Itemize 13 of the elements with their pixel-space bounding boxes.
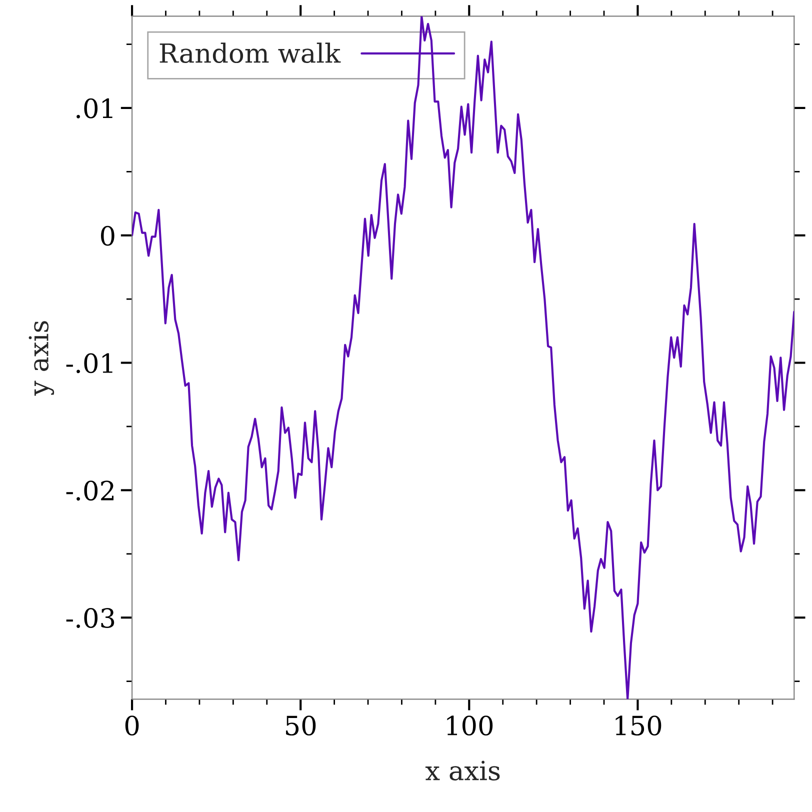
line-series <box>132 16 794 700</box>
y-tick-label: .01 <box>76 98 112 118</box>
x-tick-label: 0 <box>125 716 139 736</box>
y-tick-label: -.01 <box>66 353 112 374</box>
legend-label: Random walk <box>160 42 341 64</box>
y-tick-label: 0 <box>101 226 114 246</box>
y-axis-title: y axis <box>28 321 54 396</box>
x-axis-title: x axis <box>425 760 500 781</box>
y-tick-label: -.02 <box>66 480 114 501</box>
x-tick-label: 150 <box>616 716 662 736</box>
x-tick-label: 50 <box>286 716 316 736</box>
y-tick-label: -.03 <box>66 608 114 628</box>
x-tick-label: 100 <box>447 716 493 736</box>
